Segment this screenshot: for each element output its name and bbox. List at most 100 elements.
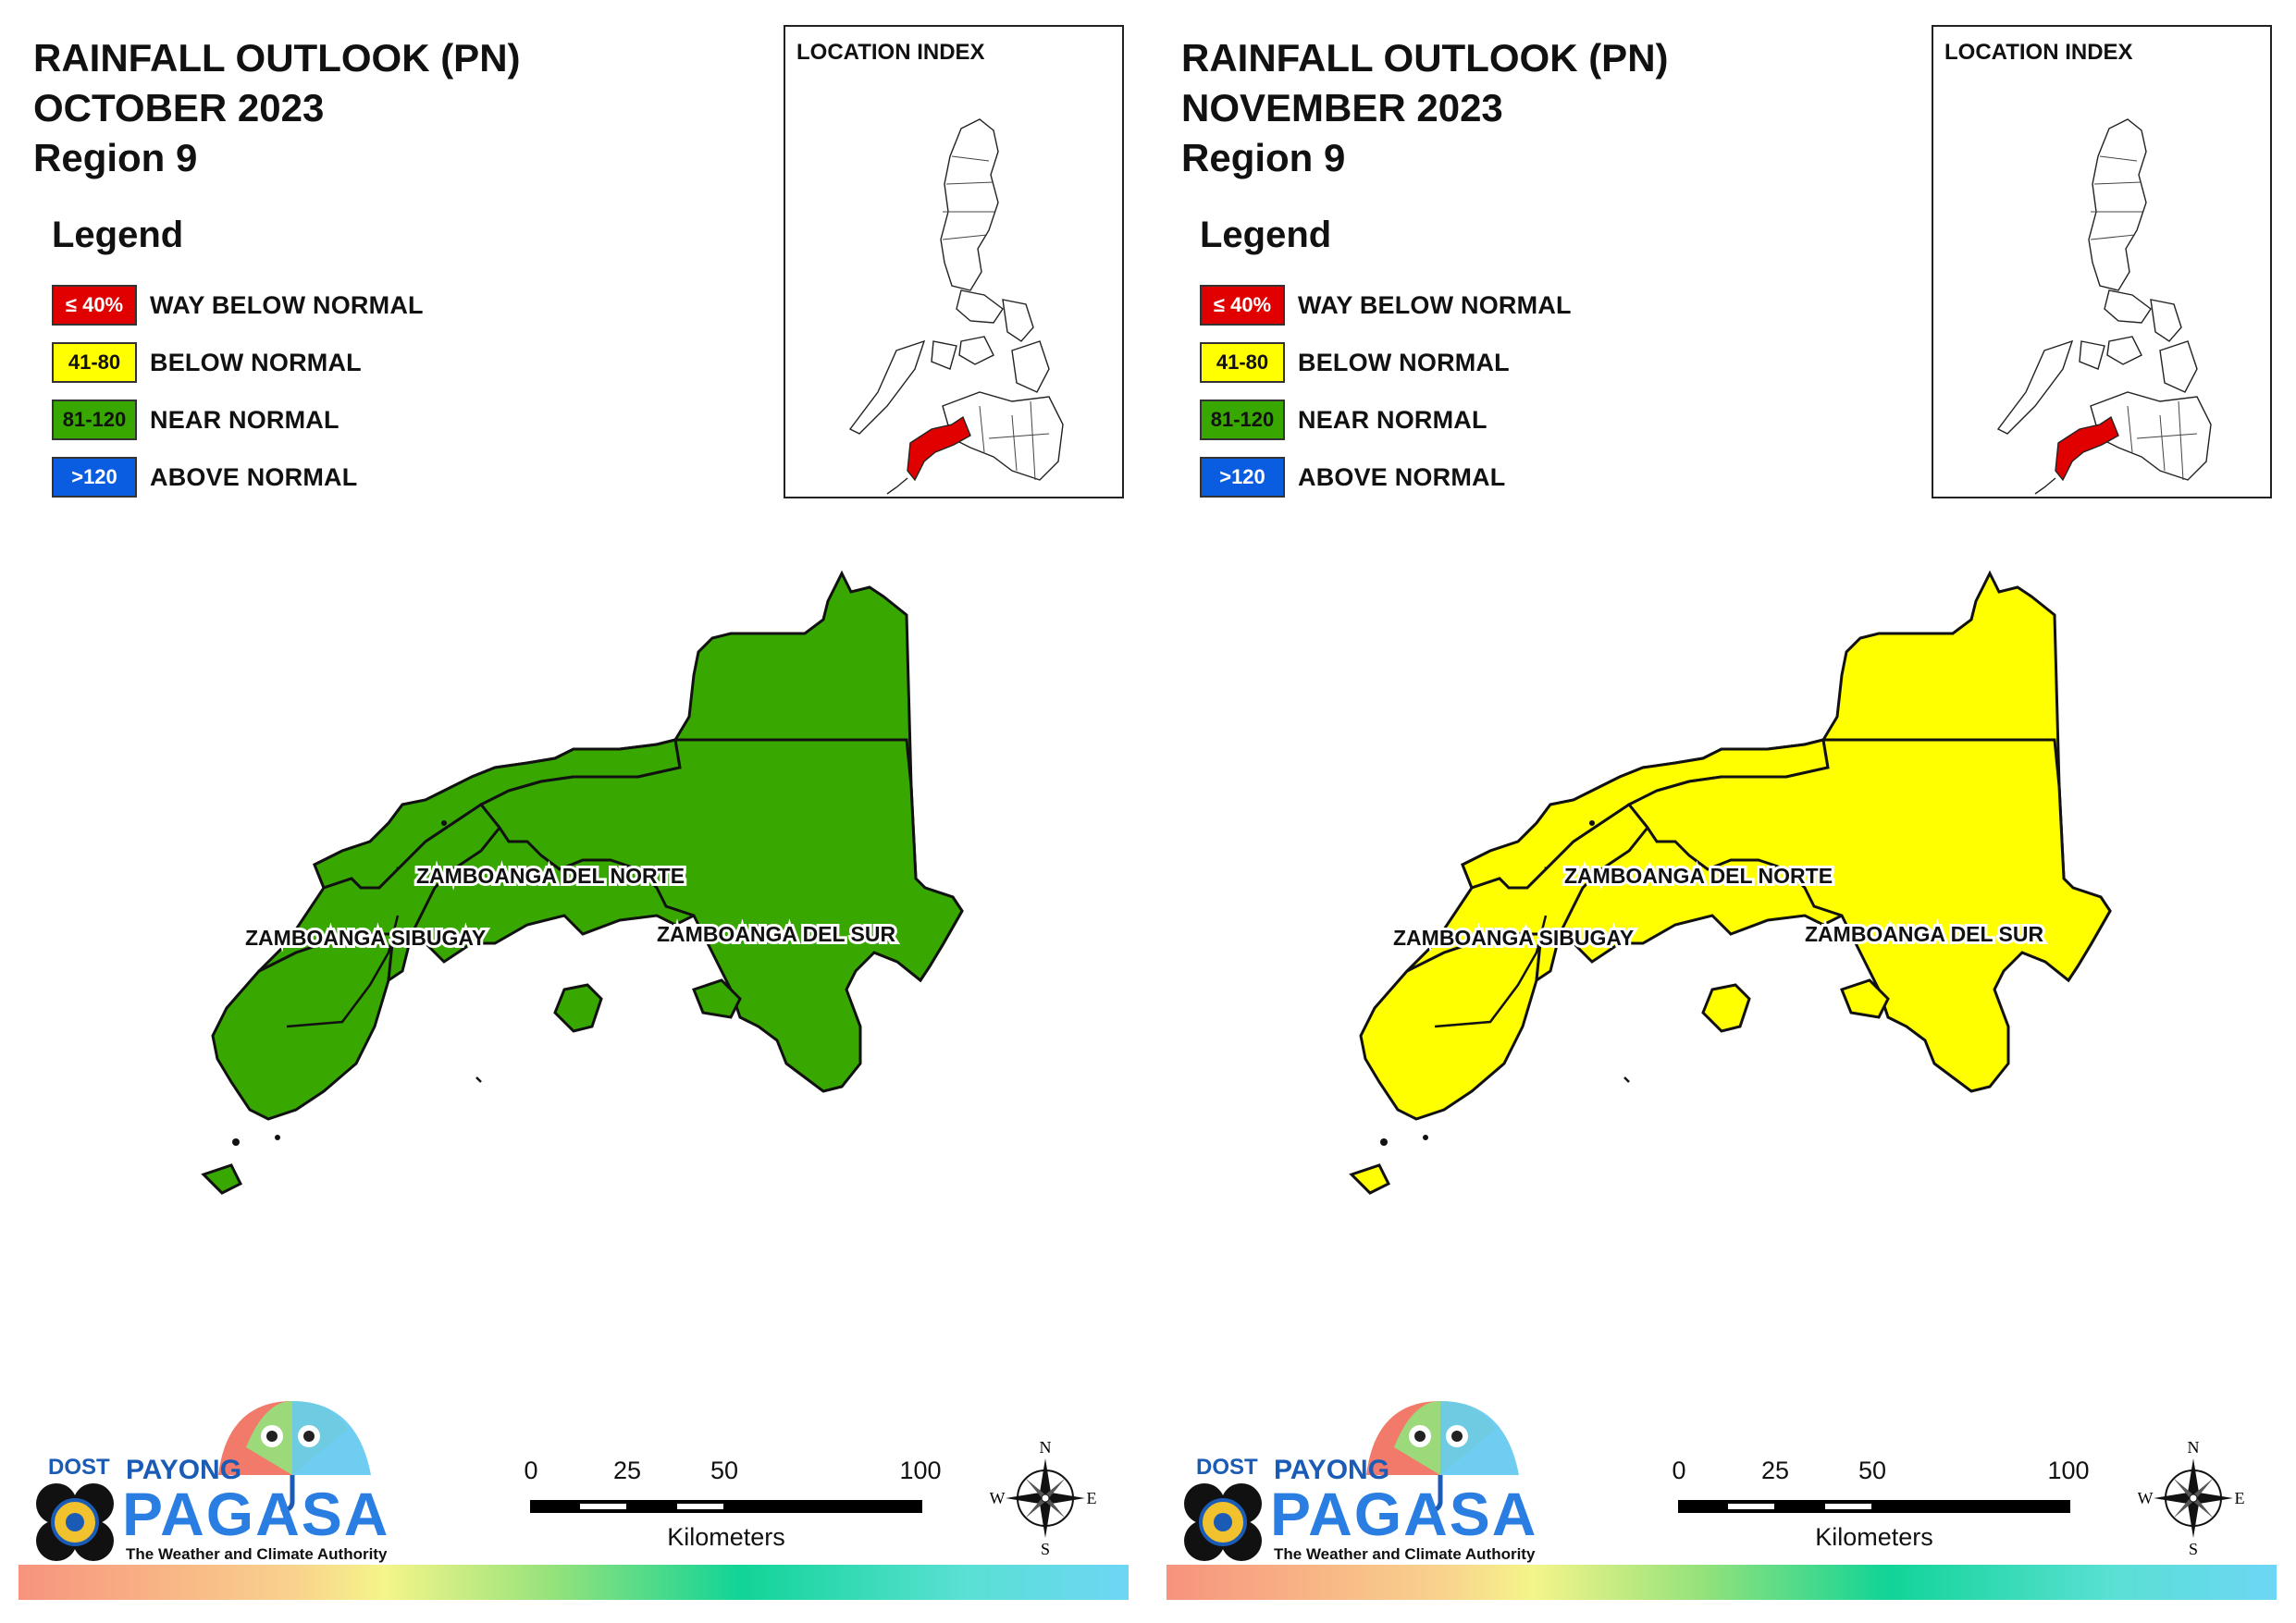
legend-swatch: 81-120: [1200, 400, 1285, 440]
philippines-index-map: [1996, 118, 2212, 495]
payong-text: PAYONG: [1274, 1455, 1390, 1485]
dost-seal-icon: [1184, 1483, 1262, 1561]
legend-label: NEAR NORMAL: [150, 405, 339, 434]
legend-heading: Legend: [52, 215, 184, 255]
legend: Legend ≤ 40% WAY BELOW NORMAL 41-80 BELO…: [52, 215, 424, 506]
pagasa-logo: DOST PAYONG PAGASA The Weather and Clima…: [33, 1392, 403, 1568]
compass: N S E W: [990, 1438, 1101, 1558]
title-line-2: NOVEMBER 2023: [1181, 86, 1503, 129]
compass-rose-icon: N S E W: [2138, 1438, 2245, 1558]
label-zamboanga-del-sur: ZAMBOANGA DEL SUR: [657, 922, 896, 946]
dost-seal-icon: [36, 1483, 114, 1561]
legend-item-above: >120 ABOVE NORMAL: [1200, 449, 1572, 506]
legend-label: BELOW NORMAL: [150, 348, 362, 376]
dost-text: DOST: [1196, 1455, 1258, 1480]
province-zamboanga-city: [1359, 932, 1543, 1121]
title-line-1: RAINFALL OUTLOOK (PN): [33, 36, 521, 80]
umbrella-icon: [218, 1401, 371, 1512]
label-zamboanga-sibugay: ZAMBOANGA SIBUGAY: [1393, 926, 1634, 950]
scale-tick: 50: [710, 1457, 739, 1484]
compass-s: S: [2189, 1540, 2198, 1558]
legend-label: ABOVE NORMAL: [1298, 462, 1506, 491]
label-zamboanga-del-norte: ZAMBOANGA DEL NORTE: [416, 864, 685, 888]
legend-swatch: 41-80: [1200, 342, 1285, 383]
legend-label: BELOW NORMAL: [1298, 348, 1510, 376]
scale-bar: 0 25 50 100 Kilometers: [1666, 1457, 2089, 1558]
region-9-highlight: [907, 415, 971, 482]
legend-item-above: >120 ABOVE NORMAL: [52, 449, 424, 506]
label-zamboanga-del-sur: ZAMBOANGA DEL SUR: [1805, 922, 2044, 946]
scale-tick: 100: [899, 1457, 942, 1484]
pagasa-logo: DOST PAYONG PAGASA The Weather and Clima…: [1181, 1392, 1551, 1568]
map-title: RAINFALL OUTLOOK (PN) OCTOBER 2023 Regio…: [33, 33, 521, 183]
logo-tagline: The Weather and Climate Authority: [126, 1545, 388, 1563]
scale-bar-graphic: [1678, 1500, 2070, 1513]
title-line-1: RAINFALL OUTLOOK (PN): [1181, 36, 1669, 80]
logo-tagline: The Weather and Climate Authority: [1274, 1545, 1536, 1563]
legend-item-below: 41-80 BELOW NORMAL: [52, 334, 424, 391]
legend-label: NEAR NORMAL: [1298, 405, 1487, 434]
province-lower-west: [1405, 802, 1649, 984]
legend-label: WAY BELOW NORMAL: [1298, 290, 1572, 319]
scale-bar: 0 25 50 100 Kilometers: [518, 1457, 941, 1558]
compass-e: E: [1087, 1489, 1097, 1507]
scale-tick: 25: [1760, 1457, 1790, 1484]
region-9-map: ZAMBOANGA DEL NORTE ZAMBOANGA SIBUGAY ZA…: [1349, 570, 2112, 1195]
legend-swatch: ≤ 40%: [1200, 285, 1285, 326]
title-line-3: Region 9: [33, 136, 198, 179]
location-index: LOCATION INDEX: [784, 25, 1124, 498]
legend-swatch: >120: [52, 457, 137, 498]
location-index: LOCATION INDEX: [1932, 25, 2272, 498]
legend-swatch: ≤ 40%: [52, 285, 137, 326]
legend-item-near: 81-120 NEAR NORMAL: [52, 391, 424, 449]
panel-october: RAINFALL OUTLOOK (PN) OCTOBER 2023 Regio…: [19, 25, 1129, 1600]
province-lower-west: [257, 802, 501, 984]
compass-s: S: [1041, 1540, 1050, 1558]
dost-text: DOST: [48, 1455, 110, 1480]
legend-item-way-below: ≤ 40% WAY BELOW NORMAL: [52, 277, 424, 334]
legend-swatch: 41-80: [52, 342, 137, 383]
label-zamboanga-del-norte: ZAMBOANGA DEL NORTE: [1564, 864, 1833, 888]
location-index-title: LOCATION INDEX: [1944, 40, 2133, 65]
legend-heading: Legend: [1200, 215, 1332, 255]
region-9-highlight: [2055, 415, 2119, 482]
legend-item-below: 41-80 BELOW NORMAL: [1200, 334, 1572, 391]
compass-rose-icon: N S E W: [990, 1438, 1097, 1558]
philippines-index-map: [848, 118, 1064, 495]
legend: Legend ≤ 40% WAY BELOW NORMAL 41-80 BELO…: [1200, 215, 1572, 506]
scale-tick: 0: [1672, 1457, 1686, 1484]
panel-november: RAINFALL OUTLOOK (PN) NOVEMBER 2023 Regi…: [1148, 0, 2296, 1623]
title-line-2: OCTOBER 2023: [33, 86, 325, 129]
title-line-3: Region 9: [1181, 136, 1346, 179]
region-9-map: ZAMBOANGA DEL NORTE ZAMBOANGA SIBUGAY ZA…: [201, 570, 964, 1195]
compass-w: W: [990, 1489, 1006, 1507]
pagasa-text: PAGASA: [1270, 1480, 1538, 1548]
legend-swatch: 81-120: [52, 400, 137, 440]
compass-w: W: [2138, 1489, 2154, 1507]
compass-n: N: [2188, 1438, 2200, 1457]
compass-e: E: [2235, 1489, 2245, 1507]
scale-unit: Kilometers: [1815, 1523, 1933, 1551]
legend-item-near: 81-120 NEAR NORMAL: [1200, 391, 1572, 449]
label-zamboanga-sibugay: ZAMBOANGA SIBUGAY: [245, 926, 486, 950]
compass-n: N: [1040, 1438, 1052, 1457]
province-zamboanga-city: [211, 932, 395, 1121]
color-gradient-bar: [1167, 1565, 2277, 1600]
legend-swatch: >120: [1200, 457, 1285, 498]
scale-bar-graphic: [530, 1500, 922, 1513]
compass: N S E W: [2138, 1438, 2249, 1558]
scale-tick: 50: [1858, 1457, 1887, 1484]
scale-tick: 0: [524, 1457, 538, 1484]
scale-tick: 25: [612, 1457, 642, 1484]
color-gradient-bar: [19, 1565, 1129, 1600]
legend-label: WAY BELOW NORMAL: [150, 290, 424, 319]
location-index-title: LOCATION INDEX: [796, 40, 985, 65]
scale-unit: Kilometers: [667, 1523, 785, 1551]
scale-tick: 100: [2047, 1457, 2090, 1484]
umbrella-icon: [1366, 1401, 1519, 1512]
map-title: RAINFALL OUTLOOK (PN) NOVEMBER 2023 Regi…: [1181, 33, 1669, 183]
legend-item-way-below: ≤ 40% WAY BELOW NORMAL: [1200, 277, 1572, 334]
legend-label: ABOVE NORMAL: [150, 462, 358, 491]
pagasa-text: PAGASA: [122, 1480, 390, 1548]
payong-text: PAYONG: [126, 1455, 242, 1485]
